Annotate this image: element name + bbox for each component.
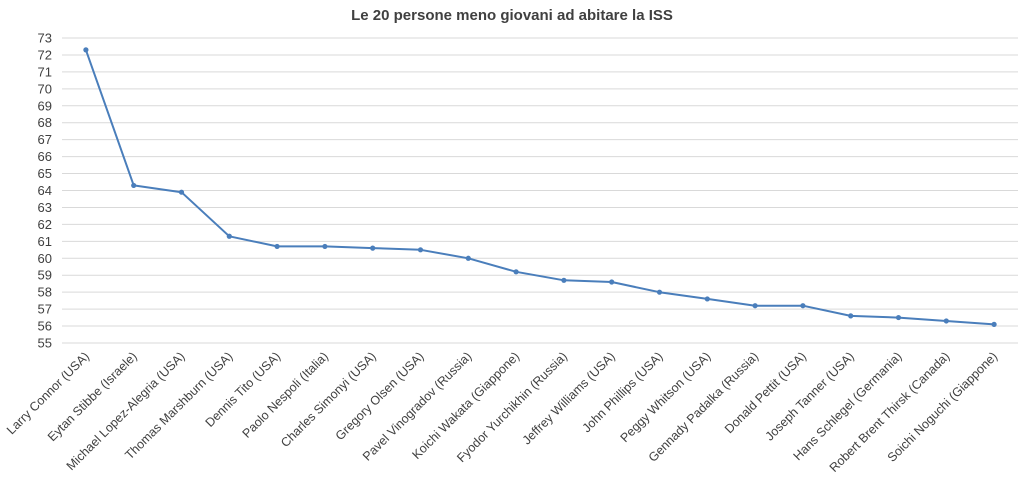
data-point [322, 243, 328, 250]
data-point [991, 321, 997, 327]
y-tick-label: 72 [38, 47, 52, 62]
y-tick-label: 59 [38, 268, 52, 283]
data-point [704, 296, 710, 302]
x-tick-label: Larry Connor (USA) [4, 349, 92, 437]
data-point [800, 303, 806, 309]
data-point [417, 247, 424, 253]
data-point [752, 303, 758, 309]
data-point [609, 279, 615, 285]
gridlines [62, 37, 1018, 344]
data-point [656, 289, 663, 295]
x-tick-label: Joseph Tanner (USA) [763, 349, 857, 443]
y-tick-label: 70 [38, 81, 52, 96]
y-tick-label: 61 [38, 234, 52, 249]
y-tick-label: 57 [38, 302, 52, 317]
data-point [943, 318, 949, 324]
y-tick-label: 64 [38, 183, 52, 198]
chart-title: Le 20 persone meno giovani ad abitare la… [351, 7, 673, 24]
data-point [895, 314, 902, 321]
y-tick-label: 55 [38, 336, 52, 351]
data-point [848, 313, 854, 319]
x-tick-label: Paolo Nespoli (Italia) [240, 349, 331, 440]
series-layer [83, 47, 997, 327]
series-line [84, 49, 995, 326]
x-tick-label: Eytan Stibbe (Israele) [45, 349, 140, 444]
x-tick-label: Charles Simonyi (USA) [278, 349, 379, 450]
y-tick-label: 56 [38, 319, 52, 334]
y-tick-label: 58 [38, 285, 52, 300]
x-axis-tick-labels: Larry Connor (USA)Eytan Stibbe (Israele)… [4, 349, 1000, 475]
y-tick-label: 66 [38, 149, 52, 164]
data-point [226, 233, 232, 239]
data-point [131, 182, 137, 189]
y-tick-label: 65 [38, 166, 52, 181]
data-point [513, 269, 519, 275]
y-tick-label: 71 [38, 64, 52, 79]
x-tick-label: John Phillips (USA) [580, 349, 666, 435]
y-tick-label: 68 [38, 115, 52, 130]
y-tick-label: 73 [38, 31, 52, 46]
data-point [561, 277, 567, 283]
x-tick-label: Gregory Olsen (USA) [333, 349, 427, 443]
data-point [274, 243, 280, 250]
y-tick-label: 63 [38, 200, 52, 215]
y-tick-label: 62 [38, 217, 52, 232]
x-tick-label: Peggy Whitson (USA) [618, 349, 714, 445]
y-tick-label: 60 [38, 251, 52, 266]
data-point [465, 255, 471, 261]
data-point [178, 189, 185, 195]
x-tick-label: Donald Pettit (USA) [722, 349, 809, 436]
data-point [83, 47, 89, 53]
y-tick-label: 67 [38, 132, 52, 147]
x-tick-label: Jeffrey Williams (USA) [520, 349, 618, 447]
y-tick-label: 69 [38, 98, 52, 113]
data-point [370, 245, 376, 251]
